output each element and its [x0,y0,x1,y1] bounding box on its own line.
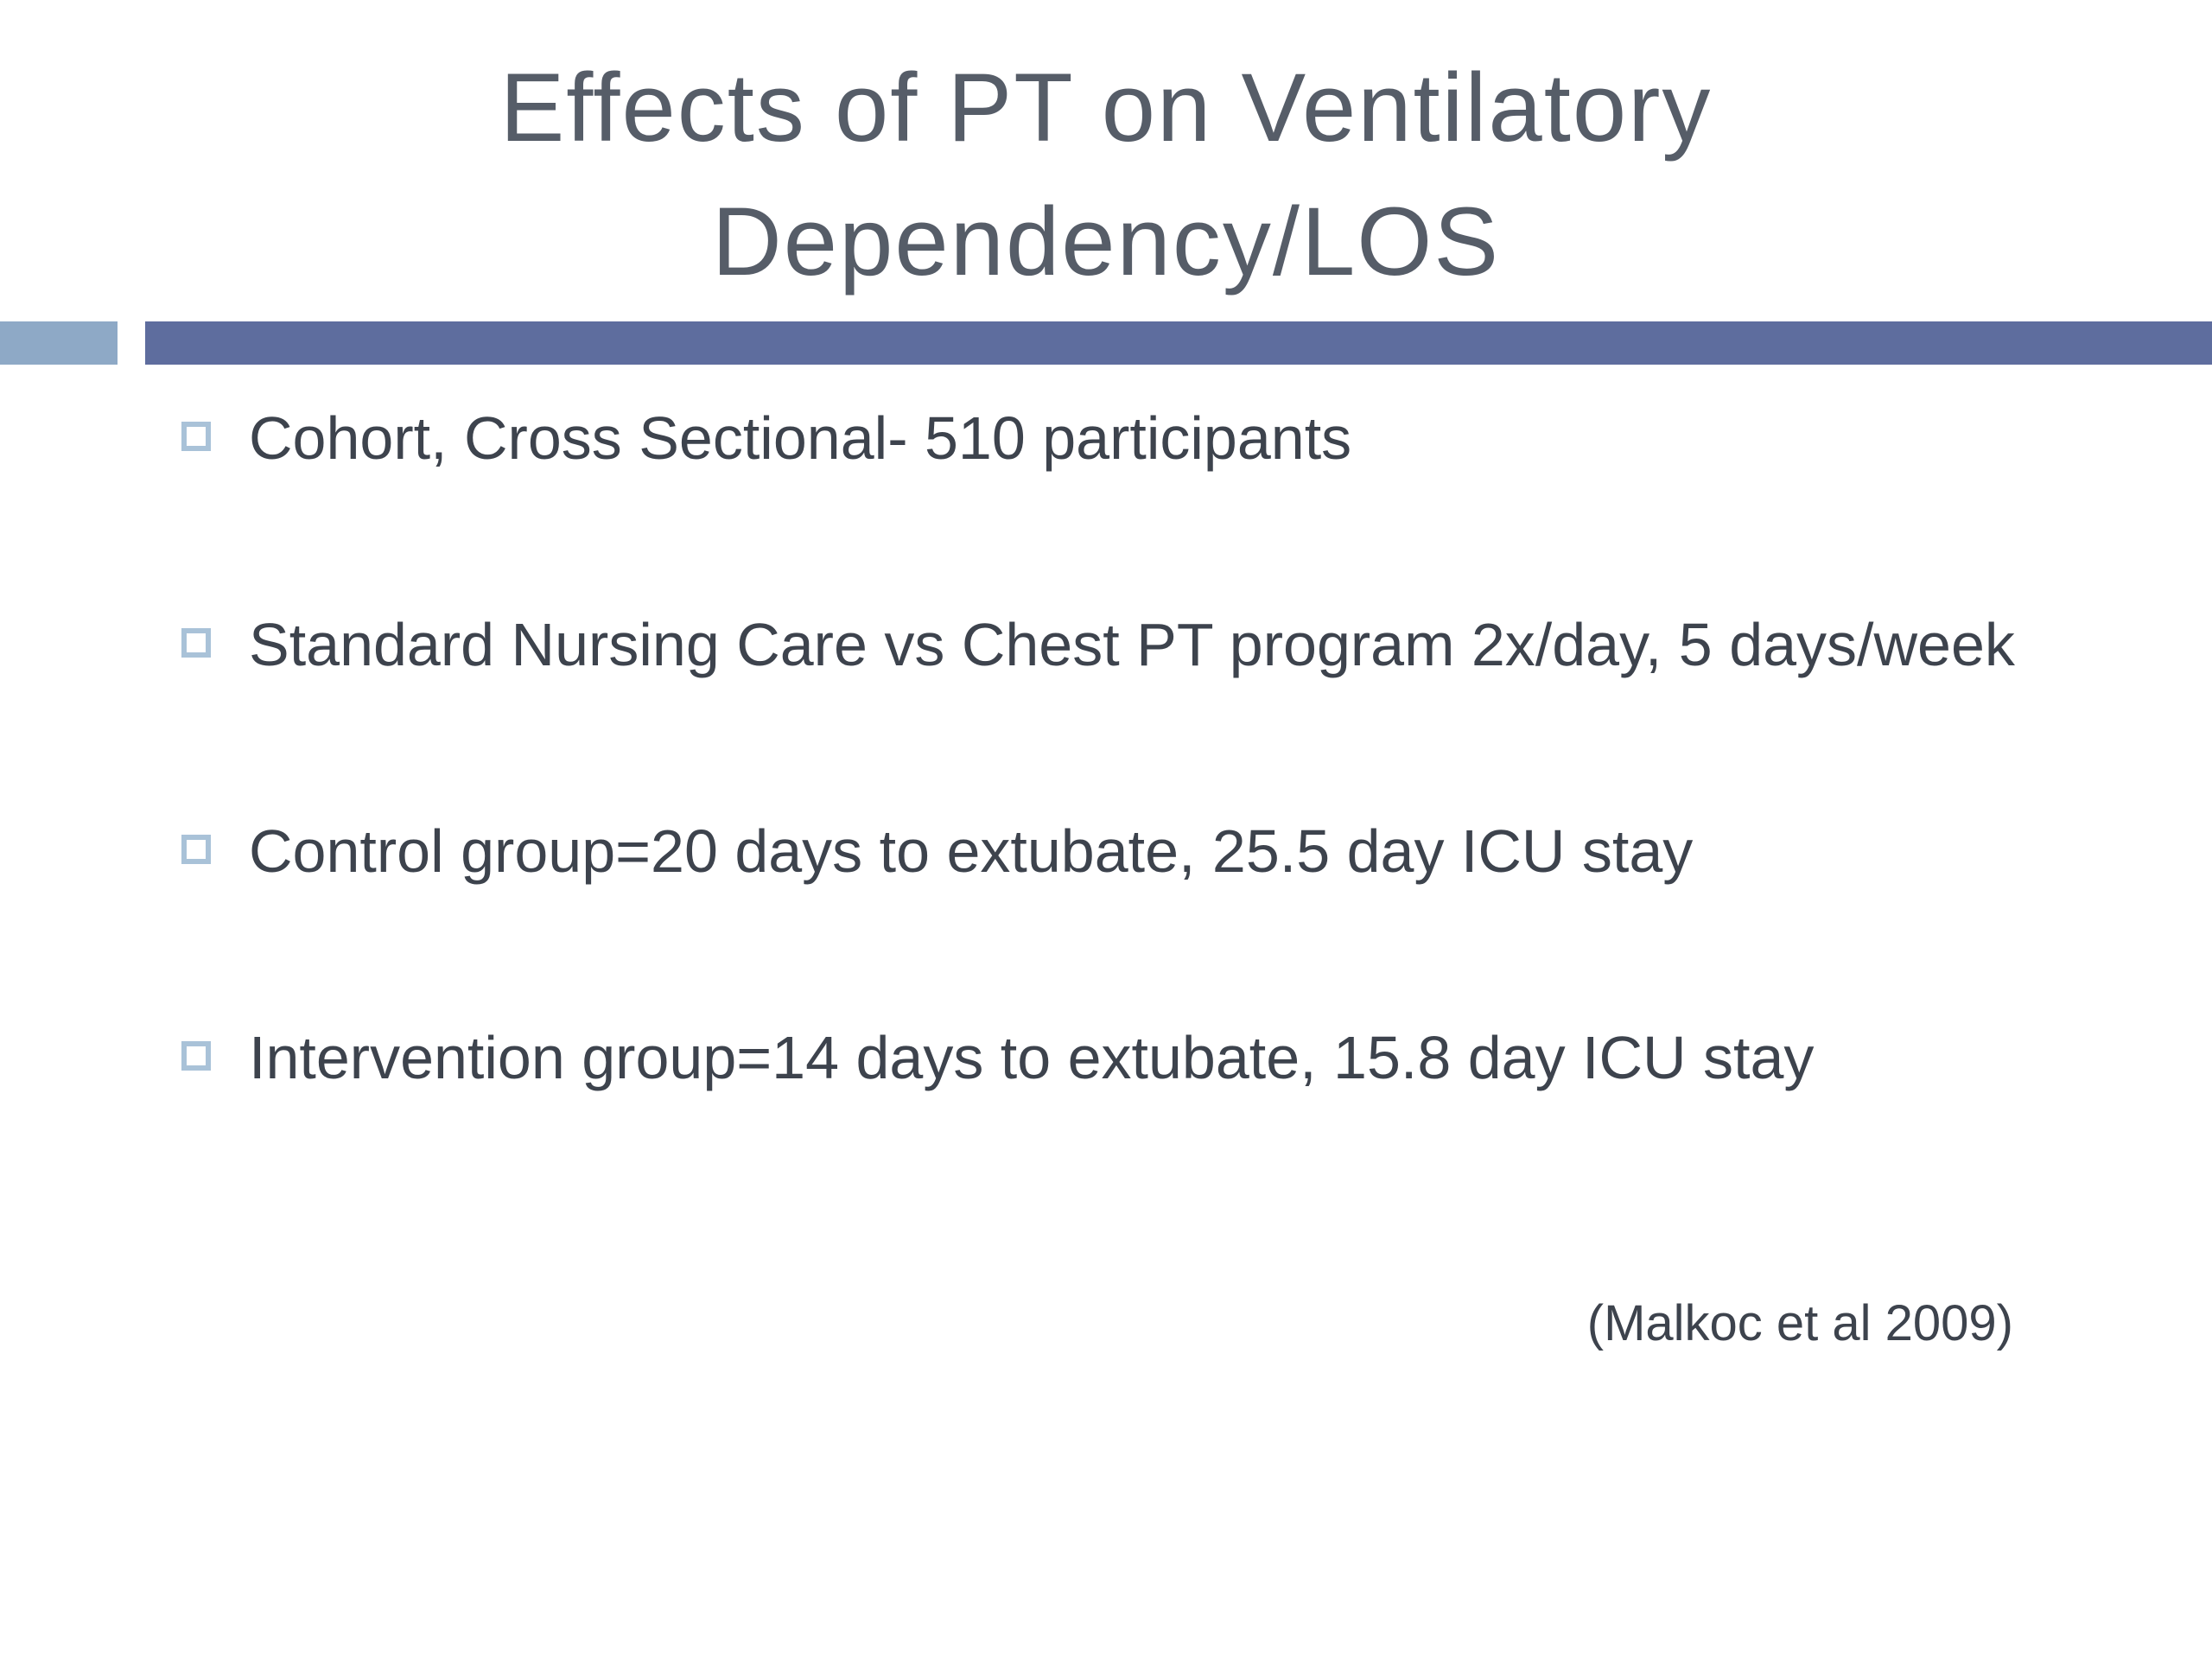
bullet-square-icon [181,1041,211,1071]
bullet-text: Control group=20 days to extubate, 25.5 … [249,817,1694,885]
bullet-list: Cohort, Cross Sectional- 510 participant… [181,399,2113,1097]
bullet-item: Control group=20 days to extubate, 25.5 … [181,812,2113,891]
bullet-square-icon [181,628,211,658]
divider-bar [145,321,2212,365]
title-divider [0,321,2212,365]
bullet-text: Cohort, Cross Sectional- 510 participant… [249,404,1352,472]
bullet-item: Intervention group=14 days to extubate, … [181,1019,2113,1097]
bullet-text: Intervention group=14 days to extubate, … [249,1024,1815,1091]
page-title-line-1: Effects of PT on Ventilatory [499,54,1713,162]
bullet-square-icon [181,835,211,864]
bullet-square-icon [181,422,211,451]
citation: (Malkoc et al 2009) [1586,1295,2013,1351]
page-title: Effects of PT on Ventilatory Dependency/… [0,41,2212,308]
bullet-item: Cohort, Cross Sectional- 510 participant… [181,399,2113,478]
divider-accent-block [0,321,118,365]
bullet-item: Standard Nursing Care vs Chest PT progra… [181,606,2113,684]
page-title-line-2: Dependency/LOS [711,187,1501,296]
bullet-text: Standard Nursing Care vs Chest PT progra… [249,611,2015,678]
